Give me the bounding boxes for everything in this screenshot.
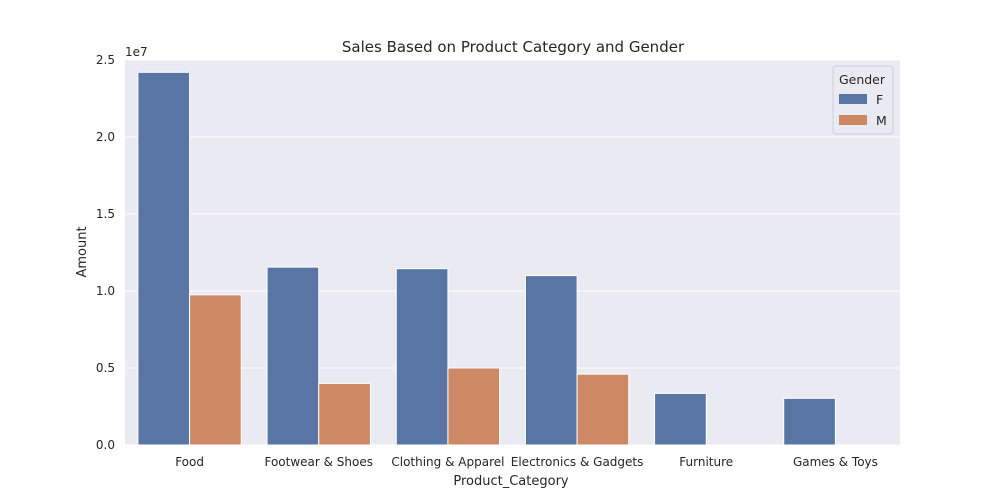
y-tick-label: 2.5 [96, 53, 115, 67]
y-axis-ticks: 0.0 0.5 1.0 1.5 2.0 2.5 [96, 53, 115, 452]
bars [137, 71, 836, 446]
y-axis-label: Amount [75, 226, 90, 277]
legend-swatch-m [839, 115, 867, 125]
legend-swatch-f [839, 94, 867, 104]
x-tick-label: Food [175, 455, 204, 469]
bar-f-4 [654, 392, 707, 446]
x-axis-ticks: Food Footwear & Shoes Clothing & Apparel El… [175, 455, 878, 469]
legend-label-m: M [876, 113, 887, 128]
bar-m-1 [318, 382, 371, 446]
x-tick-label: Electronics & Gadgets [511, 455, 644, 469]
y-tick-label: 2.0 [96, 130, 115, 144]
chart-title: Sales Based on Product Category and Gend… [342, 38, 685, 56]
y-tick-label: 1.0 [96, 284, 115, 298]
bar-f-0 [137, 71, 191, 446]
gridlines [125, 59, 900, 446]
bar-f-3 [524, 275, 578, 446]
x-axis-label: Product_Category [453, 474, 569, 489]
x-tick-label: Games & Toys [793, 455, 878, 469]
y-tick-label: 0.5 [96, 361, 115, 375]
x-tick-label: Furniture [679, 455, 733, 469]
y-axis-offset-label: 1e7 [125, 45, 148, 59]
plot-area [125, 60, 900, 445]
bar-f-1 [266, 266, 320, 446]
y-tick-label: 0.0 [96, 438, 115, 452]
bar-m-2 [447, 367, 501, 446]
legend-title: Gender [839, 72, 886, 87]
bar-f-2 [395, 268, 449, 446]
bar-m-0 [189, 294, 242, 446]
x-tick-label: Clothing & Apparel [391, 455, 504, 469]
legend: Gender FM [832, 65, 894, 135]
bar-m-3 [576, 373, 630, 446]
y-tick-label: 1.5 [96, 207, 115, 221]
bar-f-5 [783, 397, 836, 446]
x-tick-label: Footwear & Shoes [264, 455, 373, 469]
legend-label-f: F [876, 92, 883, 107]
